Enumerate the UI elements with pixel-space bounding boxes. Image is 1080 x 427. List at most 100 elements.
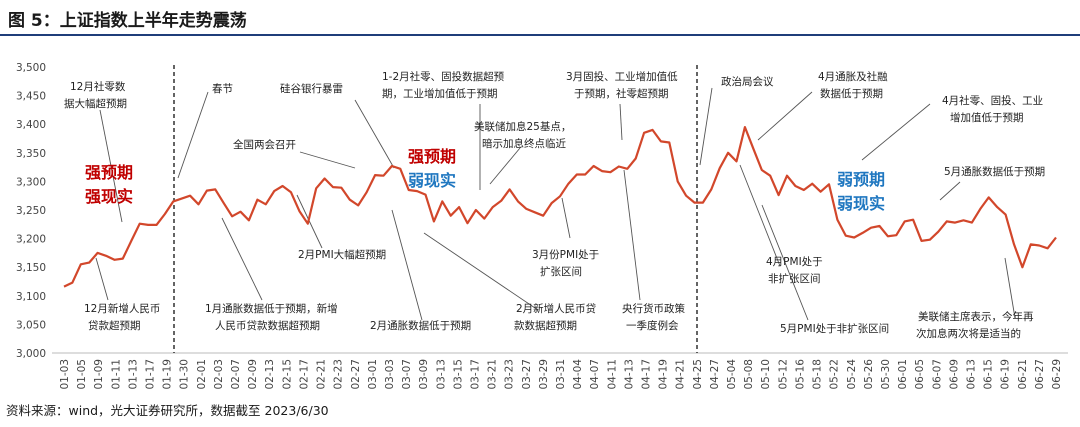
annotation-text: 3月份PMI处于 [532, 249, 599, 261]
x-tick-label: 06-01 [897, 359, 909, 390]
y-tick-label: 3,050 [16, 319, 46, 331]
annotation-text: 5月PMI处于非扩张区间 [780, 322, 889, 335]
x-tick-label: 06-27 [1034, 359, 1046, 390]
x-tick-label: 02-13 [264, 359, 276, 390]
x-tick-label: 05-16 [794, 359, 806, 390]
regime-label: 弱现实 [837, 194, 885, 213]
annotation-text: 2月通胀数据低于预期 [370, 319, 471, 332]
x-tick-label: 01-17 [145, 359, 157, 390]
x-tick-label: 04-11 [606, 359, 618, 390]
annotation-text: 次加息两次将是适当的 [916, 327, 1021, 340]
x-tick-label: 06-13 [965, 359, 977, 390]
annotation-leader [423, 232, 539, 311]
y-tick-label: 3,100 [16, 291, 46, 303]
x-tick-label: 05-22 [829, 359, 841, 390]
x-tick-label: 01-05 [76, 359, 88, 390]
annotation-text: 美联储加息25基点， [474, 120, 571, 133]
annotation-leader [354, 99, 395, 169]
x-tick-label: 05-30 [880, 359, 892, 390]
figure-title: 图 5：上证指数上半年走势震荡 [8, 11, 247, 31]
x-tick-label: 01-09 [93, 359, 105, 390]
line-chart: 3,000 3,050 3,100 3,150 3,200 3,250 3,300 3,350… [16, 62, 1068, 390]
x-tick-label: 01-13 [127, 359, 139, 390]
x-tick-label: 03-23 [504, 359, 516, 390]
annotation-text: 春节 [212, 83, 233, 95]
annotation-leader [221, 217, 263, 301]
x-tick-label: 01-30 [179, 359, 191, 390]
y-tick-label: 3,400 [16, 119, 46, 131]
x-tick-label: 05-12 [777, 359, 789, 390]
annotation-text: 3月固投、工业增加值低 [566, 70, 678, 83]
x-tick-label: 03-03 [384, 359, 396, 390]
annotation-text: 12月社零数 [70, 80, 126, 93]
annotation-text: 暗示加息终点临近 [482, 137, 566, 150]
x-tick-label: 04-27 [709, 359, 721, 390]
x-tick-label: 03-15 [452, 359, 464, 390]
x-tick-label: 04-07 [589, 359, 601, 390]
annotation-text: 12月新增人民币 [84, 302, 160, 315]
annotation-text: 政治局会议 [721, 75, 774, 88]
regime-label: 强预期 [408, 147, 456, 166]
x-tick-label: 02-17 [298, 359, 310, 390]
annotation-leader [561, 197, 571, 239]
annotation-text: 美联储主席表示，今年再 [918, 310, 1034, 323]
y-tick-label: 3,000 [16, 348, 46, 360]
x-tick-label: 06-19 [1000, 359, 1012, 390]
annotation-text: 期，工业增加值低于预期 [382, 87, 498, 100]
y-tick-label: 3,300 [16, 176, 46, 188]
annotation-leader [739, 164, 781, 267]
x-tick-label: 03-17 [469, 359, 481, 390]
annotation-leader [619, 103, 623, 141]
annotation-text: 款数据超预期 [514, 319, 577, 332]
x-tick-label: 01-19 [162, 359, 174, 390]
annotation-text: 1-2月社零、固投数据超预 [382, 70, 505, 83]
x-tick-label: 05-04 [726, 359, 738, 390]
annotation-leader [299, 151, 356, 169]
x-tick-label: 04-21 [675, 359, 687, 390]
annotation-text: 2月PMI大幅超预期 [298, 248, 386, 261]
title-rule [0, 34, 1080, 36]
x-tick-label: 05-26 [863, 359, 875, 390]
x-tick-label: 03-21 [487, 359, 499, 390]
annotation-text: 一季度例会 [626, 319, 679, 332]
annotation-text: 央行货币政策 [622, 302, 685, 315]
y-tick-label: 3,450 [16, 91, 46, 103]
x-tick-label: 02-27 [350, 359, 362, 390]
x-tick-label: 04-17 [641, 359, 653, 390]
annotation-leader [757, 91, 813, 141]
regime-label: 弱预期 [837, 170, 885, 189]
x-tick-label: 02-09 [247, 359, 259, 390]
annotation-leader [699, 87, 713, 166]
annotation-text: 贷款超预期 [88, 319, 141, 332]
y-tick-label: 3,500 [16, 62, 46, 74]
x-tick-label: 06-21 [1017, 359, 1029, 390]
annotation-text: 1月通胀数据低于预期，新增 [205, 302, 338, 315]
y-tick-label: 3,200 [16, 234, 46, 246]
annotation-text: 增加值低于预期 [950, 111, 1024, 124]
annotation-leader [939, 181, 961, 201]
x-tick-label: 06-05 [914, 359, 926, 390]
x-tick-label: 05-24 [846, 359, 858, 390]
annotation-text: 5月通胀数据低于预期 [944, 165, 1045, 178]
annotation-leader [296, 194, 323, 249]
x-tick-label: 01-11 [110, 359, 122, 390]
x-tick-label: 03-09 [418, 359, 430, 390]
x-tick-label: 03-29 [538, 359, 550, 390]
regime-label: 强预期 [85, 163, 133, 182]
annotation-text: 人民币贷款数据超预期 [215, 319, 320, 332]
annotation-leader [99, 109, 123, 223]
annotation-text: 于预期，社零超预期 [574, 87, 669, 100]
x-tick-label: 06-07 [931, 359, 943, 390]
annotation-leader [489, 147, 521, 185]
annotation-leader [95, 257, 109, 301]
annotation-text: 数据低于预期 [820, 87, 883, 100]
annotation-text: 全国两会召开 [233, 138, 296, 151]
x-tick-label: 04-25 [692, 359, 704, 390]
annotation-leader [861, 103, 931, 161]
x-tick-label: 06-29 [1051, 359, 1063, 390]
annotation-text: 4月通胀及社融 [818, 70, 888, 83]
x-tick-label: 03-07 [401, 359, 413, 390]
x-tick-label: 05-18 [812, 359, 824, 390]
annotation-leader [761, 204, 809, 321]
